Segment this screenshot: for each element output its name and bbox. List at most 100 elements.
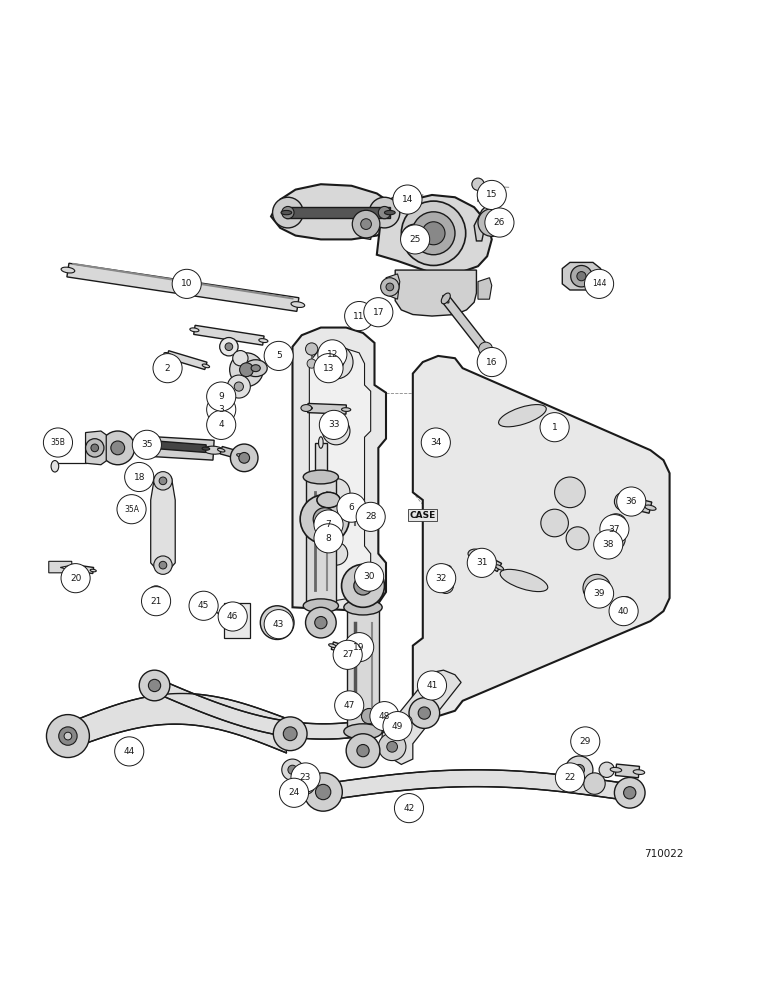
Polygon shape [151, 477, 175, 569]
Ellipse shape [218, 448, 225, 452]
Text: 35B: 35B [50, 438, 66, 447]
Text: 35A: 35A [124, 505, 139, 514]
Circle shape [574, 764, 584, 775]
Polygon shape [49, 561, 72, 573]
Circle shape [296, 776, 315, 794]
Circle shape [615, 492, 633, 511]
Circle shape [342, 495, 361, 513]
Text: 25: 25 [409, 235, 421, 244]
Text: 33: 33 [328, 420, 340, 429]
Text: 47: 47 [344, 701, 355, 710]
Circle shape [401, 201, 466, 265]
Text: 2: 2 [164, 364, 171, 373]
Ellipse shape [61, 267, 75, 273]
Ellipse shape [303, 470, 338, 484]
Circle shape [337, 493, 366, 522]
Polygon shape [167, 351, 207, 370]
Circle shape [318, 340, 347, 369]
Text: 24: 24 [289, 788, 300, 797]
Text: 36: 36 [625, 497, 637, 506]
Ellipse shape [384, 210, 395, 215]
Ellipse shape [481, 344, 487, 352]
Circle shape [227, 375, 250, 398]
Polygon shape [224, 603, 249, 638]
Circle shape [320, 345, 353, 379]
Polygon shape [386, 274, 400, 299]
Ellipse shape [190, 328, 199, 332]
Circle shape [364, 298, 393, 327]
Circle shape [115, 737, 144, 766]
Text: 35: 35 [141, 440, 153, 449]
Circle shape [594, 530, 623, 559]
Circle shape [370, 702, 399, 731]
Circle shape [356, 502, 385, 531]
Text: 144: 144 [592, 279, 606, 288]
Circle shape [617, 487, 646, 516]
Polygon shape [67, 263, 299, 311]
Ellipse shape [610, 767, 621, 772]
Circle shape [344, 301, 374, 331]
Ellipse shape [496, 565, 503, 570]
Text: 44: 44 [124, 747, 135, 756]
Ellipse shape [361, 320, 363, 325]
Polygon shape [413, 356, 669, 716]
Circle shape [403, 716, 412, 725]
Circle shape [387, 741, 398, 752]
Ellipse shape [90, 569, 96, 572]
Ellipse shape [472, 552, 481, 558]
Text: 13: 13 [323, 364, 334, 373]
Polygon shape [442, 296, 488, 351]
Text: 32: 32 [435, 574, 447, 583]
Circle shape [111, 441, 124, 455]
Circle shape [264, 341, 293, 370]
Circle shape [234, 382, 243, 391]
Ellipse shape [291, 302, 305, 307]
Circle shape [591, 583, 602, 594]
Ellipse shape [645, 505, 656, 510]
Circle shape [207, 382, 235, 411]
Circle shape [378, 206, 391, 219]
Polygon shape [377, 195, 492, 273]
Circle shape [357, 744, 369, 757]
Circle shape [624, 787, 636, 799]
Ellipse shape [259, 339, 268, 343]
Polygon shape [156, 678, 425, 739]
Circle shape [615, 777, 645, 808]
Circle shape [583, 574, 611, 602]
Circle shape [313, 508, 336, 531]
Circle shape [207, 395, 235, 424]
Circle shape [306, 607, 336, 638]
Circle shape [329, 354, 344, 370]
Circle shape [218, 602, 247, 631]
Text: 19: 19 [354, 643, 365, 652]
Circle shape [607, 531, 625, 549]
Circle shape [412, 212, 455, 255]
Ellipse shape [500, 569, 548, 592]
Circle shape [323, 479, 350, 506]
Polygon shape [86, 431, 107, 465]
Polygon shape [220, 446, 242, 459]
Circle shape [320, 410, 348, 439]
Polygon shape [331, 642, 364, 658]
Circle shape [239, 452, 249, 463]
Circle shape [124, 462, 154, 492]
Ellipse shape [251, 365, 260, 372]
Polygon shape [359, 307, 364, 322]
Ellipse shape [350, 508, 361, 512]
Circle shape [566, 527, 589, 550]
Circle shape [189, 591, 218, 620]
Ellipse shape [403, 720, 408, 722]
Circle shape [91, 444, 99, 452]
Text: 18: 18 [134, 473, 145, 482]
Circle shape [378, 733, 406, 761]
Polygon shape [615, 764, 639, 778]
Text: 710022: 710022 [644, 849, 683, 859]
Circle shape [555, 763, 584, 792]
Text: 38: 38 [602, 540, 614, 549]
Ellipse shape [51, 461, 59, 472]
Polygon shape [474, 197, 503, 241]
Text: 7: 7 [326, 520, 331, 529]
Circle shape [314, 524, 343, 553]
Polygon shape [384, 714, 405, 723]
Text: 9: 9 [218, 392, 224, 401]
